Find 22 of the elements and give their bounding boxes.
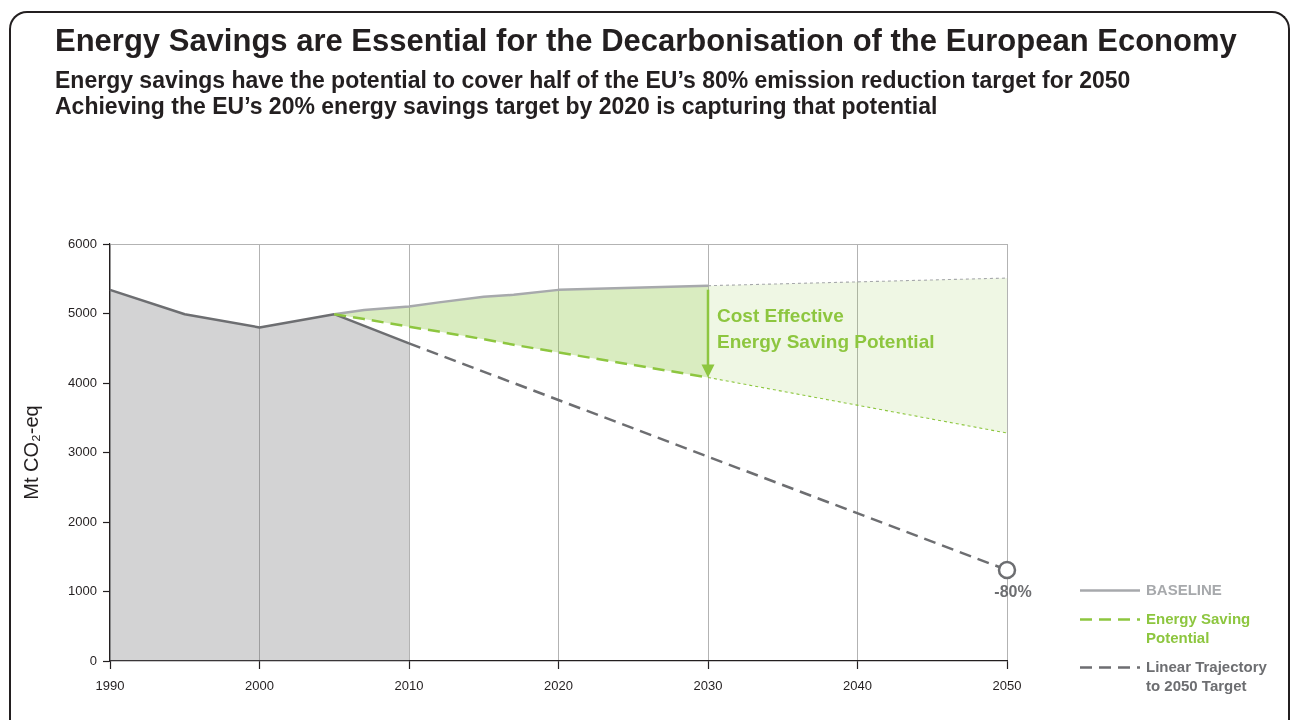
y-tick-label: 2000: [68, 513, 97, 529]
x-tick-label: 2030: [693, 678, 723, 694]
chart-subtitle: Energy savings have the potential to cover half of the EU’s 80% emission reduction target for 2050 Achieving the EU’s 20% energy savings target by 2020 is capturing that potential: [55, 67, 1131, 119]
x-tick-label: 2050: [992, 678, 1022, 694]
x-tick-label: 2010: [394, 678, 424, 694]
y-tick-label: 1000: [68, 583, 97, 599]
annotation: -80%: [994, 583, 1032, 601]
legend-label: Energy Saving Potential: [1146, 609, 1251, 646]
x-tick-label: 2020: [544, 678, 573, 694]
y-tick-label: 0: [89, 652, 97, 668]
y-tick-label: 5000: [68, 305, 97, 321]
x-tick-label: 1990: [95, 678, 125, 694]
annotation: Cost Effective Energy Saving Potential: [717, 304, 935, 352]
x-tick-label: 2000: [245, 678, 274, 694]
x-tick-label: 2040: [843, 678, 872, 694]
y-axis-title: Mt CO₂-eq: [19, 405, 42, 500]
legend-label: Linear Trajectory to 2050 Target: [1146, 657, 1268, 694]
y-tick-label: 4000: [68, 374, 97, 390]
y-tick-label: 3000: [68, 444, 97, 460]
chart-title: Energy Savings are Essential for the Decarbonisation of the European Economy: [55, 23, 1237, 59]
legend-label: BASELINE: [1146, 580, 1222, 598]
y-tick-label: 6000: [68, 235, 97, 251]
